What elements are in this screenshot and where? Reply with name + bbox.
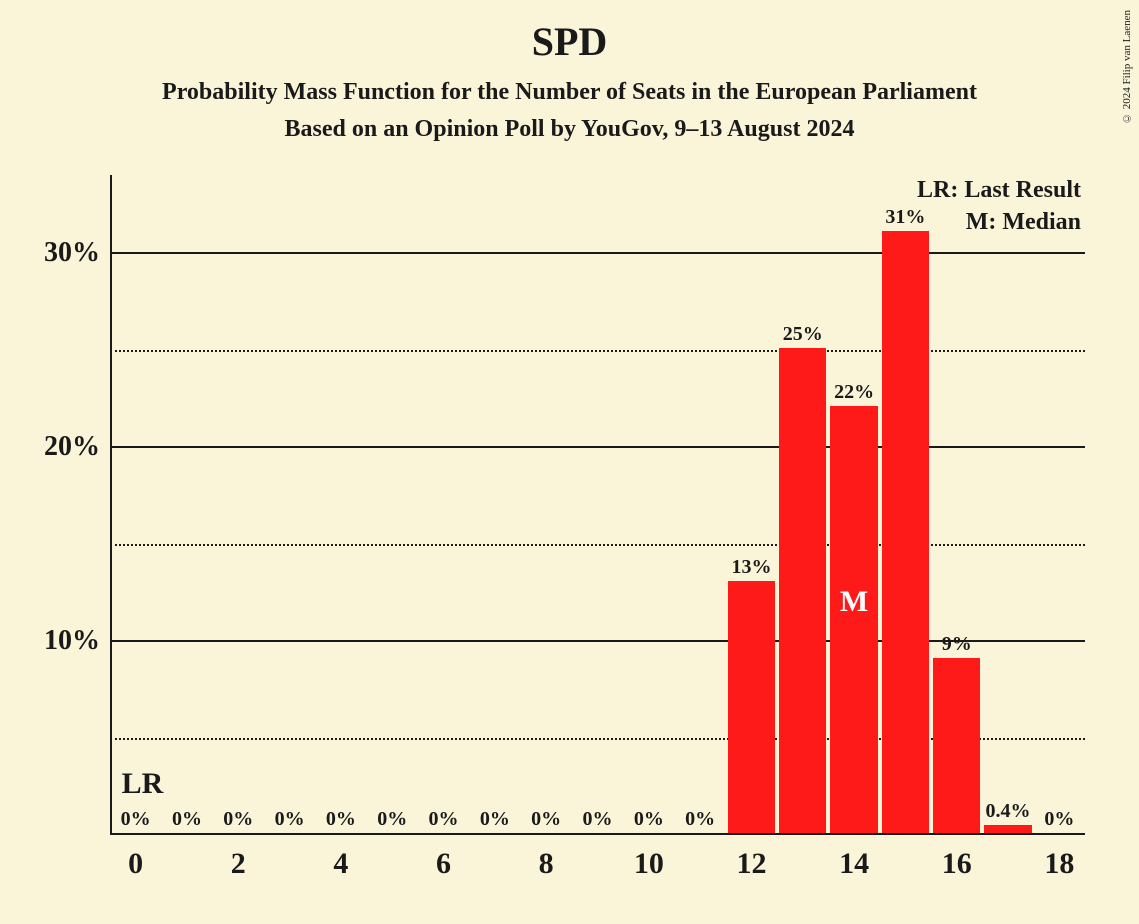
gridline-major	[110, 252, 1085, 254]
x-tick-label: 4	[333, 847, 348, 881]
x-tick-label: 18	[1044, 847, 1074, 881]
chart-subtitle-2: Based on an Opinion Poll by YouGov, 9–13…	[0, 116, 1139, 143]
x-tick-label: 14	[839, 847, 869, 881]
x-axis	[110, 833, 1085, 835]
bar-value-label: 0%	[223, 808, 253, 831]
x-tick-label: 8	[539, 847, 554, 881]
bar-value-label: 0%	[531, 808, 561, 831]
bar-value-label: 0%	[377, 808, 407, 831]
bar-value-label: 25%	[783, 323, 823, 346]
y-tick-label: 30%	[44, 237, 100, 269]
gridline-major	[110, 640, 1085, 642]
bar-value-label: 0%	[634, 808, 664, 831]
bar-value-label: 31%	[885, 206, 925, 229]
plot-area: LR: Last Result M: Median 10%20%30%02468…	[110, 175, 1085, 835]
bar-value-label: 9%	[942, 633, 972, 656]
bar	[728, 581, 775, 833]
x-tick-label: 0	[128, 847, 143, 881]
x-tick-label: 10	[634, 847, 664, 881]
bar-value-label: 0%	[1044, 808, 1074, 831]
y-axis	[110, 175, 112, 835]
legend-m: M: Median	[966, 209, 1081, 236]
credit-label: © 2024 Filip van Laenen	[1121, 10, 1133, 124]
chart-container: SPD Probability Mass Function for the Nu…	[0, 0, 1139, 924]
bar-value-label: 0%	[583, 808, 613, 831]
gridline-minor	[110, 350, 1085, 352]
bar-value-label: 22%	[834, 381, 874, 404]
bar-value-label: 0%	[121, 808, 151, 831]
bar-value-label: 13%	[731, 556, 771, 579]
gridline-major	[110, 446, 1085, 448]
bar-value-label: 0%	[275, 808, 305, 831]
bar-value-label: 0%	[685, 808, 715, 831]
bar	[933, 658, 980, 833]
bar	[882, 231, 929, 833]
bar	[779, 348, 826, 833]
bar-value-label: 0%	[326, 808, 356, 831]
y-tick-label: 20%	[44, 431, 100, 463]
bar-value-label: 0.4%	[986, 800, 1031, 823]
gridline-minor	[110, 544, 1085, 546]
bar-value-label: 0%	[429, 808, 459, 831]
y-tick-label: 10%	[44, 625, 100, 657]
chart-title: SPD	[0, 18, 1139, 65]
last-result-marker: LR	[122, 767, 164, 801]
x-tick-label: 6	[436, 847, 451, 881]
bar	[984, 825, 1031, 833]
bar-value-label: 0%	[480, 808, 510, 831]
bar	[830, 406, 877, 833]
median-marker: M	[840, 585, 868, 619]
chart-subtitle-1: Probability Mass Function for the Number…	[0, 79, 1139, 106]
x-tick-label: 12	[736, 847, 766, 881]
bar-value-label: 0%	[172, 808, 202, 831]
x-tick-label: 16	[942, 847, 972, 881]
legend-lr: LR: Last Result	[917, 177, 1081, 204]
x-tick-label: 2	[231, 847, 246, 881]
